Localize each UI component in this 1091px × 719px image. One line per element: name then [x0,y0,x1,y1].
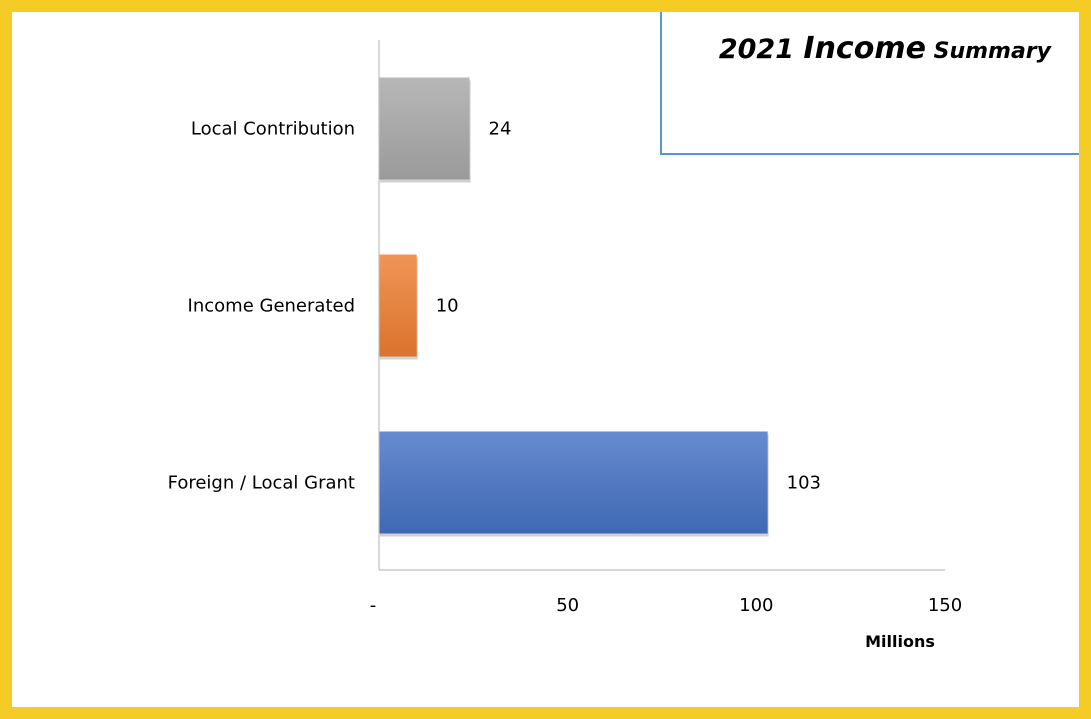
category-label: Income Generated [188,296,355,317]
labels-layer: Local Contribution 24 Income Generated 10 Fo… [168,119,963,617]
chart-title-year: 2021 [718,34,804,65]
x-tick-label: 100 [739,595,773,616]
x-tick-label: - [370,595,377,616]
bar-local-contribution [379,77,470,180]
title-box: 2021 Income Summary [660,12,1079,155]
chart-title-income: Income [803,31,926,66]
bars-layer [379,77,769,537]
x-tick-label: 150 [928,595,962,616]
bar-income-generated [379,254,417,357]
bar-foreign-local-grant [379,431,768,534]
category-label: Foreign / Local Grant [168,473,355,494]
category-label: Local Contribution [191,119,355,140]
chart-title-summary: Summary [925,39,1051,64]
chart-title: 2021 Income Summary [719,34,1051,64]
data-label: 10 [436,296,459,317]
data-label: 24 [489,119,512,140]
x-axis-title: Millions [865,632,935,651]
x-tick-label: 50 [556,595,579,616]
data-label: 103 [787,473,821,494]
